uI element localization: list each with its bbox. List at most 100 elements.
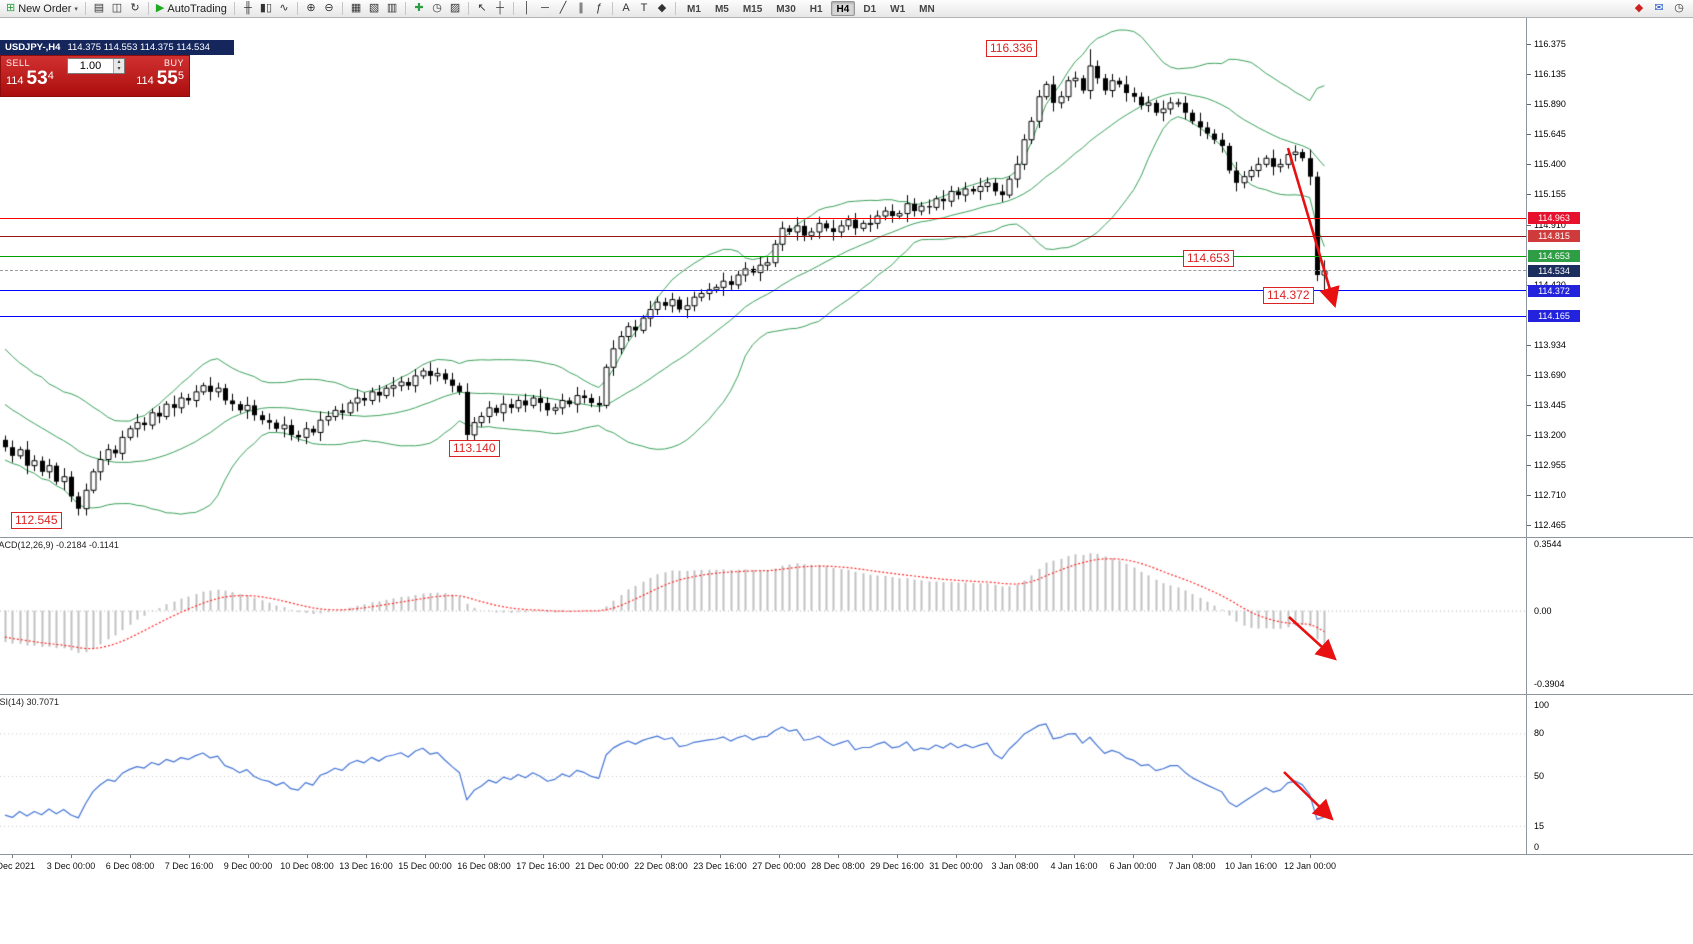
chart-bars-button[interactable]: ╫ — [239, 1, 257, 17]
equidistant-channel-button[interactable]: ∥ — [572, 1, 590, 17]
support-line-114372[interactable] — [0, 290, 1526, 292]
timeframe-m15-button[interactable]: M15 — [742, 4, 763, 15]
timeframe-h4-button[interactable]: H4 — [830, 1, 856, 16]
zoom-in-button[interactable]: ⊕ — [302, 1, 320, 17]
time-label: 3 Jan 08:00 — [991, 861, 1039, 871]
price-callout-113.140[interactable]: 113.140 — [449, 440, 500, 457]
time-label: 13 Dec 16:00 — [339, 861, 393, 871]
server-clock-button[interactable]: ◷ — [1670, 1, 1688, 17]
lot-increase-button[interactable]: ▴ — [114, 59, 124, 66]
bid-price-line[interactable] — [0, 270, 1526, 272]
macd-indicator-panel[interactable]: MACD(12,26,9) -0.2184 -0.1141 — [0, 538, 1526, 694]
crosshair-button[interactable]: ┼ — [491, 1, 509, 17]
toolbar-separator — [468, 2, 470, 15]
macd-axis-label: -0.3904 — [1534, 679, 1565, 689]
timeframe-d1-button[interactable]: D1 — [863, 4, 877, 15]
autotrading-label: AutoTrading — [167, 2, 227, 15]
align-grid-button[interactable]: ▥ — [383, 1, 401, 17]
resistance-line-114815[interactable] — [0, 235, 1526, 237]
time-axis[interactable]: 1 Dec 2021 3 Dec 00:00 6 Dec 08:00 7 Dec 16… — [0, 855, 1693, 877]
new-order-button[interactable]: ⊞ New Order ▾ — [3, 1, 81, 17]
time-tick-mark — [1310, 855, 1311, 858]
price-tick: 112.465 — [1534, 520, 1566, 531]
rsi-axis-label: 0 — [1534, 842, 1540, 852]
timeframe-m30-button[interactable]: M30 — [776, 4, 796, 15]
lot-value: 1.00 — [79, 60, 102, 72]
lot-size-input[interactable]: 1.00 ▴ ▾ — [67, 58, 125, 74]
time-tick-mark — [956, 855, 957, 858]
refresh-charts-button[interactable]: ↻ — [126, 1, 144, 17]
buy-button[interactable]: BUY 114 55 5 — [95, 56, 189, 96]
price-chart-canvas[interactable] — [0, 18, 1526, 537]
ohlc-readout: 114.375 114.553 114.375 114.534 — [67, 42, 210, 53]
chart-line-icon: ∿ — [279, 2, 289, 14]
main-chart-panel[interactable]: 116.336 114.653 114.372 113.140 112.545 USDJ… — [0, 18, 1526, 537]
price-tick: 116.375 — [1534, 39, 1566, 50]
sell-button[interactable]: SELL 114 53 4 — [1, 56, 95, 96]
vertical-line-button[interactable]: │ — [518, 1, 536, 17]
chart-candles-button[interactable]: ▮▯ — [257, 1, 275, 17]
price-badge-114.653: 114.653 — [1528, 250, 1580, 263]
price-badge-114.963: 114.963 — [1528, 212, 1580, 225]
zoom-out-button[interactable]: ⊖ — [320, 1, 338, 17]
chart-line-button[interactable]: ∿ — [275, 1, 293, 17]
support-line-114165[interactable] — [0, 315, 1526, 317]
rsi-canvas[interactable] — [0, 695, 1526, 854]
text-label-icon: T — [640, 2, 648, 14]
text-button[interactable]: A — [617, 1, 635, 17]
trendline-icon: ╱ — [559, 2, 567, 14]
price-tick-mark — [1527, 194, 1531, 196]
crosshair-icon: ┼ — [496, 2, 504, 14]
autotrading-button[interactable]: ▶ AutoTrading — [153, 1, 230, 17]
time-tick-mark — [720, 855, 721, 858]
time-tick-mark — [130, 855, 131, 858]
price-callout-112.545[interactable]: 112.545 — [11, 512, 62, 529]
alerts-button[interactable]: ◆ — [1630, 1, 1648, 17]
toolbar-separator — [233, 2, 235, 15]
periods-button[interactable]: ◷ — [428, 1, 446, 17]
macd-axis-label: 0.3544 — [1534, 539, 1562, 549]
price-tick-mark — [1527, 104, 1531, 106]
print-icon: ▤ — [93, 2, 105, 14]
mailbox-button[interactable]: ✉ — [1650, 1, 1668, 17]
lot-decrease-button[interactable]: ▾ — [114, 66, 124, 73]
insert-indicator-button[interactable]: ✚ — [410, 1, 428, 17]
time-tick-mark — [248, 855, 249, 858]
print-preview-button[interactable]: ◫ — [108, 1, 126, 17]
price-callout-116.336[interactable]: 116.336 — [986, 40, 1037, 57]
rsi-indicator-panel[interactable]: RSI(14) 30.7071 — [0, 695, 1526, 854]
price-axis[interactable]: 116.375 116.135 115.890 115.645 115.400 115.1… — [1526, 18, 1693, 855]
price-badge-114.815: 114.815 — [1528, 230, 1580, 243]
resistance-line-114963[interactable] — [0, 217, 1526, 219]
time-label: 23 Dec 16:00 — [693, 861, 747, 871]
price-tick: 113.690 — [1534, 369, 1566, 380]
support-line-114653[interactable] — [0, 255, 1526, 257]
print-button[interactable]: ▤ — [90, 1, 108, 17]
macd-canvas[interactable] — [0, 538, 1526, 694]
rsi-axis-label: 15 — [1534, 820, 1545, 831]
sell-price-big: 114 — [6, 75, 24, 87]
horizontal-line-button[interactable]: ─ — [536, 1, 554, 17]
auto-arrange-button[interactable]: ▧ — [365, 1, 383, 17]
horizontal-line-icon: ─ — [541, 2, 549, 14]
text-label-button[interactable]: T — [635, 1, 653, 17]
timeframe-m1-button[interactable]: M1 — [687, 4, 701, 15]
time-label: 1 Dec 2021 — [0, 861, 36, 871]
timeframe-w1-button[interactable]: W1 — [890, 4, 906, 15]
timeframe-h1-button[interactable]: H1 — [809, 4, 823, 15]
price-tick-mark — [1527, 164, 1531, 166]
arrows-objects-button[interactable]: ◆ — [653, 1, 671, 17]
trendline-button[interactable]: ╱ — [554, 1, 572, 17]
fibonacci-button[interactable]: ƒ — [590, 1, 608, 17]
price-callout-114.372[interactable]: 114.372 — [1263, 287, 1314, 304]
cursor-button[interactable]: ↖ — [473, 1, 491, 17]
price-callout-114.653[interactable]: 114.653 — [1183, 250, 1234, 267]
tile-windows-button[interactable]: ▦ — [347, 1, 365, 17]
timeframe-mn-button[interactable]: MN — [919, 4, 935, 15]
time-label: 21 Dec 00:00 — [575, 861, 629, 871]
timeframe-m5-button[interactable]: M5 — [714, 4, 729, 15]
sell-price-point: 4 — [47, 70, 54, 82]
templates-button[interactable]: ▨ — [446, 1, 464, 17]
price-tick-mark — [1527, 525, 1531, 527]
price-badge-114.534: 114.534 — [1528, 264, 1580, 277]
